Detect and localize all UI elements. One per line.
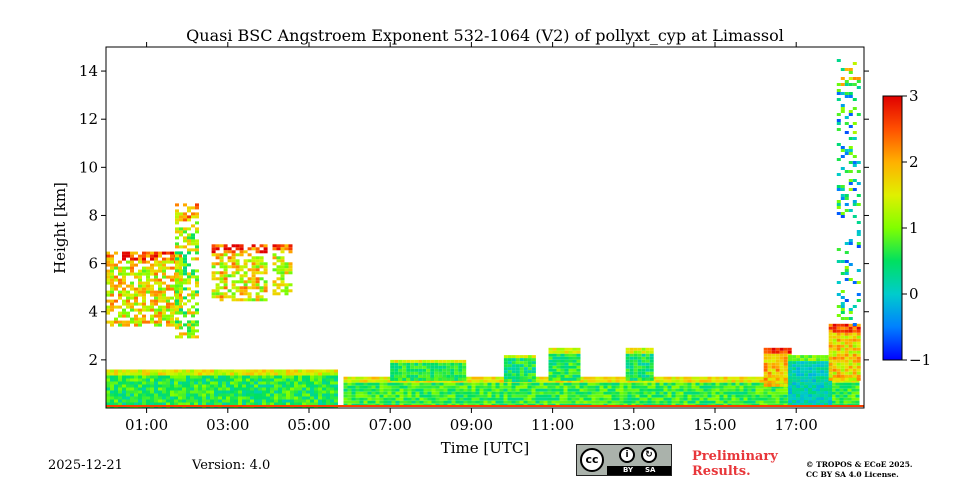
heatmap-region-10 [763, 347, 792, 387]
colorbar-tick-label-2: 1 [909, 219, 919, 237]
preliminary-line-1: Preliminary [692, 449, 778, 464]
cc-by-label: BY [623, 466, 634, 474]
preliminary-results-note: Preliminary Results. [692, 449, 778, 479]
heatmap-region-8 [548, 347, 581, 381]
x-tick-label-6: 13:00 [612, 416, 655, 434]
cc-license-badge[interactable]: cc i ↻ BY SA [576, 444, 672, 476]
x-tick-label-7: 15:00 [693, 416, 736, 434]
copyright-note: © TROPOS & ECoE 2025. CC BY SA 4.0 Licen… [806, 460, 913, 480]
colorbar-ticks: −1 0 1 2 3 [902, 87, 931, 369]
y-tick-label-2: 6 [88, 255, 98, 273]
colorbar-tick-label-3: 2 [909, 153, 919, 171]
x-tick-label-3: 07:00 [369, 416, 412, 434]
chart-title: Quasi BSC Angstroem Exponent 532-1064 (V… [186, 26, 784, 45]
footer-version: Version: 4.0 [192, 458, 271, 473]
colorbar-tick-label-4: 3 [909, 87, 919, 105]
y-axis-ticks: 2 4 6 8 10 12 14 [79, 62, 869, 369]
preliminary-line-2: Results. [692, 464, 751, 479]
attribution-icon: i [619, 447, 635, 463]
heatmap-region-2 [106, 251, 182, 327]
heatmap-field [106, 59, 864, 409]
heatmap-region-13 [836, 59, 861, 326]
x-tick-label-5: 11:00 [531, 416, 574, 434]
heatmap-region-4 [211, 244, 268, 302]
heatmap-region-3 [175, 203, 199, 339]
y-tick-label-4: 10 [79, 158, 98, 176]
x-tick-label-0: 01:00 [125, 416, 168, 434]
heatmap-region-0 [106, 369, 338, 409]
x-axis-label: Time [UTC] [441, 439, 530, 457]
x-tick-label-2: 05:00 [287, 416, 330, 434]
y-tick-label-0: 2 [88, 351, 98, 369]
colorbar [882, 95, 903, 361]
cc-icon: cc [580, 448, 604, 472]
heatmap-region-5 [272, 244, 293, 296]
copyright-line-1: © TROPOS & ECoE 2025. [806, 460, 913, 469]
colorbar-tick-label-0: −1 [909, 351, 931, 369]
cc-sa-label: SA [645, 466, 656, 474]
x-tick-label-1: 03:00 [206, 416, 249, 434]
footer-date: 2025-12-21 [48, 458, 123, 473]
heatmap-region-12 [828, 323, 861, 381]
copyright-line-2: CC BY SA 4.0 License. [806, 470, 899, 479]
y-tick-label-1: 4 [88, 303, 98, 321]
x-tick-label-8: 17:00 [775, 416, 818, 434]
heatmap-region-11 [788, 355, 833, 407]
surface-layer [106, 405, 864, 407]
x-tick-label-4: 09:00 [450, 416, 493, 434]
y-tick-label-6: 14 [79, 62, 98, 80]
plot-frame [105, 46, 865, 409]
heatmap-region-6 [390, 359, 467, 381]
y-tick-label-3: 8 [88, 206, 98, 224]
colorbar-tick-label-1: 0 [909, 285, 919, 303]
share-alike-icon: ↻ [641, 447, 657, 463]
y-axis-label: Height [km] [51, 182, 69, 274]
heatmap-region-7 [503, 355, 536, 383]
y-tick-label-5: 12 [79, 110, 98, 128]
cc-label-strip: BY SA [607, 466, 671, 475]
x-axis-ticks: 01:00 03:00 05:00 07:00 09:00 11:00 13:00 15:00… [125, 42, 818, 434]
heatmap-region-9 [625, 347, 654, 381]
